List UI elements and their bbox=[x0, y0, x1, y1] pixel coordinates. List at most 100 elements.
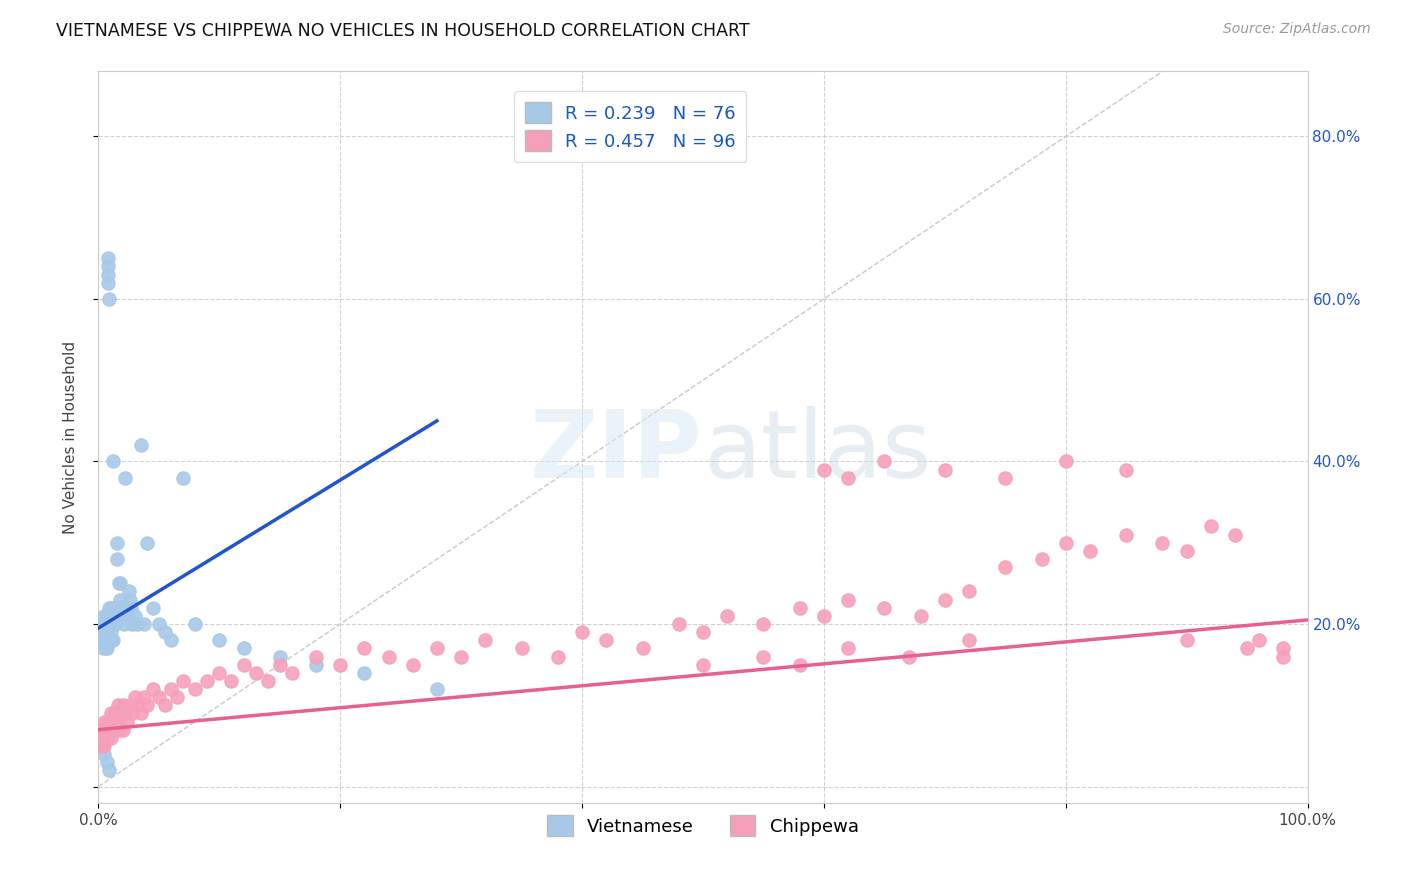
Point bbox=[105, 714, 128, 729]
Text: Source: ZipAtlas.com: Source: ZipAtlas.com bbox=[1223, 22, 1371, 37]
Point bbox=[910, 608, 932, 623]
Point bbox=[91, 633, 114, 648]
Point bbox=[101, 714, 124, 729]
Point bbox=[108, 706, 131, 721]
Point bbox=[114, 471, 136, 485]
Point bbox=[91, 633, 114, 648]
Point bbox=[135, 535, 157, 549]
Point bbox=[111, 698, 134, 713]
Point bbox=[94, 617, 117, 632]
Y-axis label: No Vehicles in Household: No Vehicles in Household bbox=[63, 341, 77, 533]
Point bbox=[256, 673, 278, 688]
Point bbox=[93, 747, 115, 761]
Text: VIETNAMESE VS CHIPPEWA NO VEHICLES IN HOUSEHOLD CORRELATION CHART: VIETNAMESE VS CHIPPEWA NO VEHICLES IN HO… bbox=[56, 22, 749, 40]
Point bbox=[1272, 649, 1295, 664]
Point bbox=[93, 714, 115, 729]
Point bbox=[957, 584, 980, 599]
Point bbox=[100, 617, 122, 632]
Point bbox=[91, 731, 114, 745]
Point bbox=[96, 731, 118, 745]
Point bbox=[98, 608, 121, 623]
Point bbox=[752, 617, 775, 632]
Point bbox=[127, 698, 149, 713]
Point bbox=[100, 600, 122, 615]
Point bbox=[103, 600, 125, 615]
Point bbox=[1223, 527, 1246, 541]
Point bbox=[96, 608, 118, 623]
Point bbox=[692, 657, 714, 672]
Point bbox=[124, 608, 146, 623]
Point bbox=[450, 649, 472, 664]
Point bbox=[897, 649, 920, 664]
Point bbox=[105, 552, 128, 566]
Point bbox=[195, 673, 218, 688]
Point bbox=[184, 681, 207, 696]
Point bbox=[118, 584, 141, 599]
Point bbox=[305, 649, 328, 664]
Point bbox=[101, 633, 124, 648]
Point bbox=[111, 608, 134, 623]
Point bbox=[153, 698, 176, 713]
Point bbox=[97, 260, 120, 274]
Point bbox=[1175, 544, 1198, 558]
Text: ZIP: ZIP bbox=[530, 406, 703, 498]
Point bbox=[329, 657, 352, 672]
Point bbox=[90, 739, 112, 753]
Point bbox=[353, 665, 375, 680]
Point bbox=[120, 600, 142, 615]
Point bbox=[813, 608, 835, 623]
Point bbox=[232, 657, 254, 672]
Point bbox=[172, 471, 194, 485]
Point bbox=[631, 641, 654, 656]
Point bbox=[232, 641, 254, 656]
Point bbox=[208, 665, 231, 680]
Point bbox=[1115, 527, 1137, 541]
Point bbox=[94, 625, 117, 640]
Point bbox=[94, 641, 117, 656]
Point bbox=[245, 665, 267, 680]
Point bbox=[1054, 454, 1077, 468]
Text: atlas: atlas bbox=[703, 406, 931, 498]
Point bbox=[91, 625, 114, 640]
Point bbox=[1152, 535, 1174, 549]
Point bbox=[474, 633, 496, 648]
Legend: Vietnamese, Chippewa: Vietnamese, Chippewa bbox=[538, 806, 868, 845]
Point bbox=[93, 617, 115, 632]
Point bbox=[124, 690, 146, 705]
Point bbox=[91, 739, 114, 753]
Point bbox=[117, 714, 139, 729]
Point bbox=[111, 600, 134, 615]
Point bbox=[93, 633, 115, 648]
Point bbox=[115, 600, 138, 615]
Point bbox=[1272, 641, 1295, 656]
Point bbox=[118, 592, 141, 607]
Point bbox=[98, 723, 121, 737]
Point bbox=[103, 608, 125, 623]
Point bbox=[789, 600, 811, 615]
Point bbox=[107, 698, 129, 713]
Point bbox=[1199, 519, 1222, 533]
Point bbox=[98, 600, 121, 615]
Point bbox=[107, 608, 129, 623]
Point bbox=[110, 600, 132, 615]
Point bbox=[118, 698, 141, 713]
Point bbox=[873, 600, 896, 615]
Point bbox=[107, 600, 129, 615]
Point bbox=[129, 706, 152, 721]
Point bbox=[377, 649, 399, 664]
Point bbox=[96, 641, 118, 656]
Point bbox=[221, 673, 243, 688]
Point bbox=[105, 535, 128, 549]
Point bbox=[153, 625, 176, 640]
Point bbox=[1236, 641, 1258, 656]
Point bbox=[595, 633, 617, 648]
Point bbox=[127, 617, 149, 632]
Point bbox=[100, 625, 122, 640]
Point bbox=[1115, 462, 1137, 476]
Point bbox=[269, 649, 291, 664]
Point bbox=[96, 617, 118, 632]
Point bbox=[121, 617, 143, 632]
Point bbox=[91, 617, 114, 632]
Point bbox=[1175, 633, 1198, 648]
Point bbox=[148, 617, 170, 632]
